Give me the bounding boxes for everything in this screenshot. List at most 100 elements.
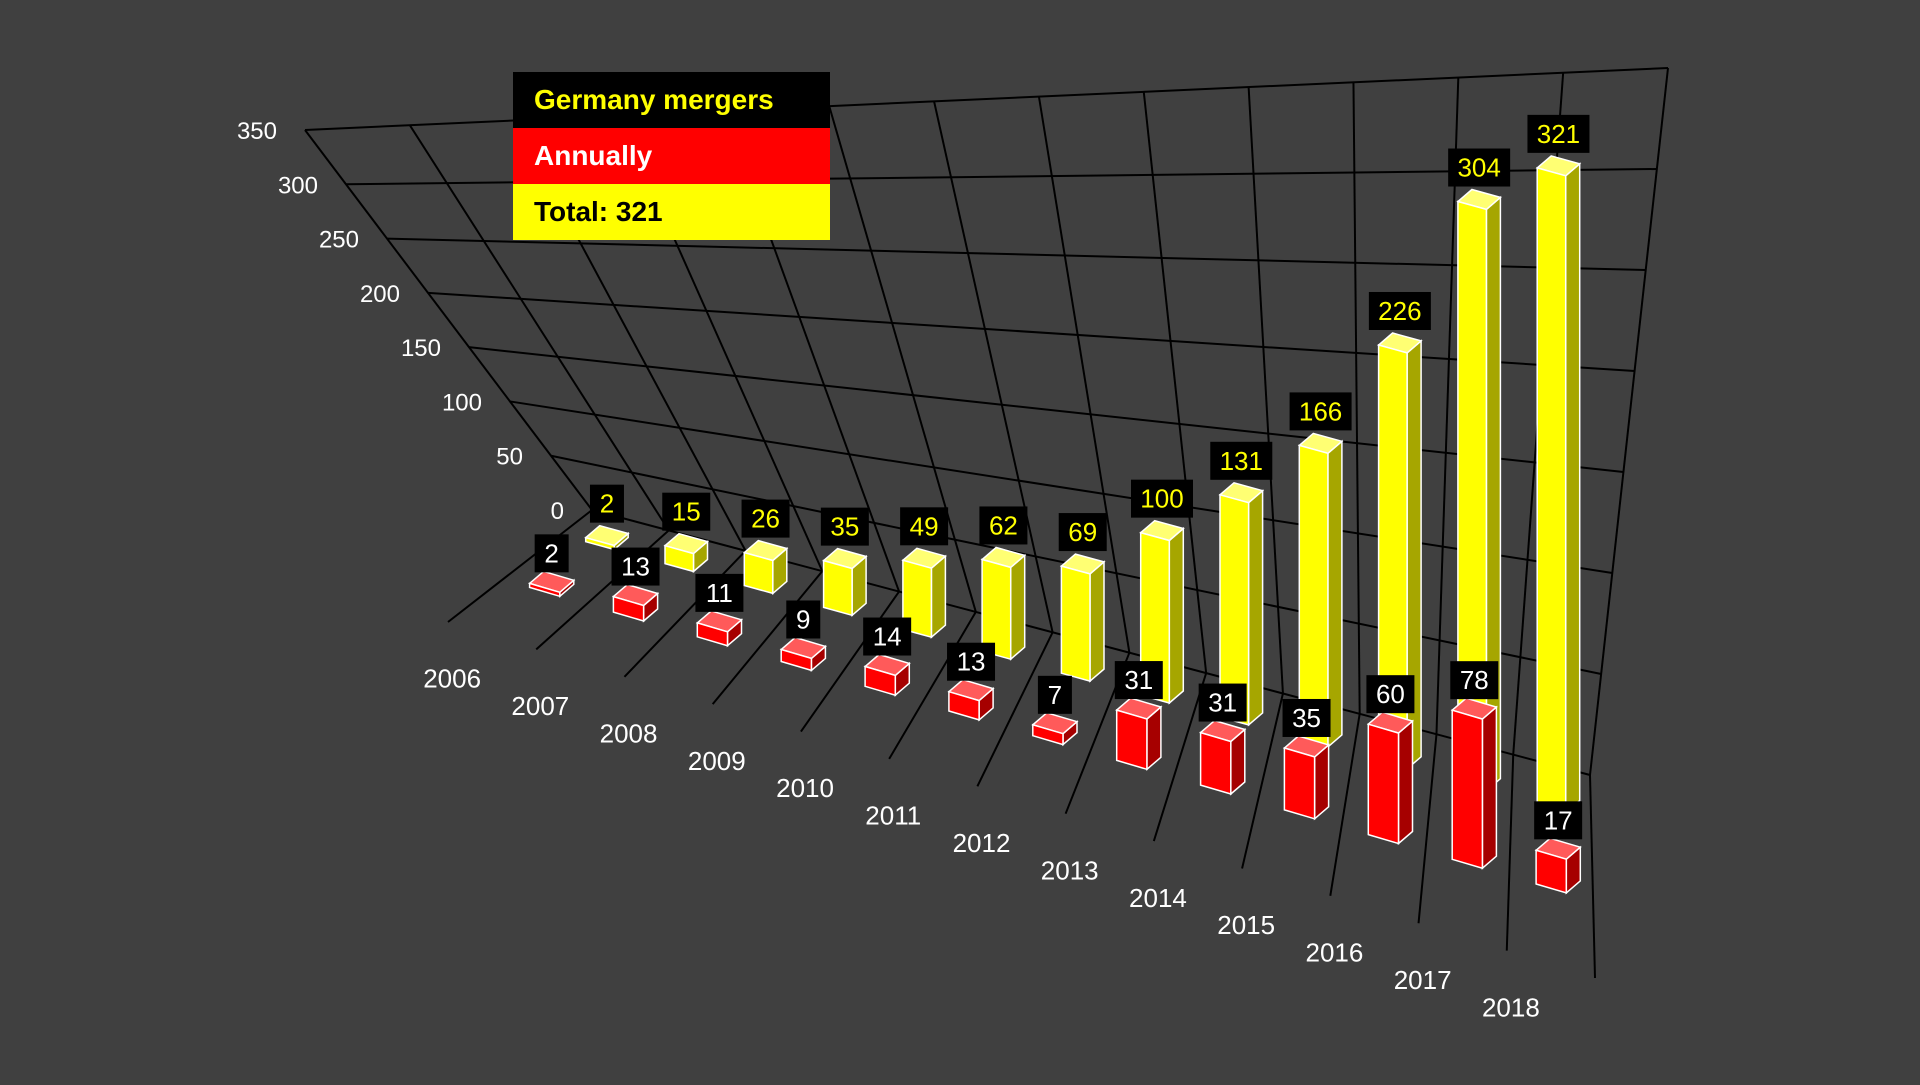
legend-total: Total: 321 — [513, 184, 830, 240]
x-tick-label: 2010 — [776, 773, 834, 803]
annual-bar-label: 11 — [695, 573, 744, 612]
svg-text:13: 13 — [957, 647, 986, 677]
floor-line — [1241, 693, 1284, 869]
svg-text:49: 49 — [910, 511, 939, 541]
svg-text:166: 166 — [1299, 396, 1342, 426]
svg-text:60: 60 — [1376, 679, 1405, 709]
data-labels: 2 15 26 35 49 62 69 100 131 166 226 304 321 2 13 11 9 14 1… — [534, 114, 1590, 840]
y-tick-label: 0 — [551, 498, 564, 525]
total-bar — [1297, 432, 1344, 749]
x-axis-ticks: 2006 2007 2008 2009 2010 2011 2012 2013 2014 2015… — [423, 664, 1540, 1023]
svg-text:14: 14 — [873, 622, 902, 652]
annual-bar — [528, 570, 576, 598]
total-bar-label: 226 — [1368, 291, 1431, 330]
x-tick-label: 2009 — [688, 746, 746, 776]
x-gridline — [1352, 82, 1361, 714]
svg-text:304: 304 — [1457, 153, 1500, 183]
total-bar-label: 35 — [820, 507, 869, 546]
svg-text:7: 7 — [1048, 680, 1062, 710]
total-bar-label: 2 — [589, 484, 624, 523]
y-gridline — [386, 237, 1646, 271]
annual-bar-label: 13 — [611, 547, 660, 586]
annual-bar — [1115, 697, 1163, 771]
annual-bar-label: 7 — [1037, 675, 1072, 714]
svg-text:35: 35 — [830, 512, 859, 542]
floor-line — [1589, 774, 1596, 979]
total-bar-label: 62 — [979, 506, 1028, 545]
annual-bar — [611, 583, 660, 623]
annual-bar — [1534, 837, 1582, 895]
svg-text:62: 62 — [989, 510, 1018, 540]
total-bar — [822, 547, 868, 617]
annual-bar — [1282, 735, 1331, 821]
y-tick-label: 300 — [278, 172, 318, 199]
annual-bar-label: 31 — [1198, 683, 1247, 722]
annual-bar-label: 78 — [1450, 661, 1499, 700]
total-bar — [663, 532, 710, 574]
x-tick-label: 2011 — [865, 801, 921, 831]
total-bar-label: 49 — [900, 507, 949, 546]
x-gridline — [1589, 67, 1669, 776]
svg-text:9: 9 — [796, 604, 810, 634]
total-bar — [1218, 481, 1265, 727]
floor-line — [1329, 713, 1361, 897]
total-bar-label: 69 — [1058, 513, 1107, 552]
x-gridline — [1037, 96, 1131, 653]
x-tick-label: 2007 — [511, 691, 569, 721]
total-bar-label: 131 — [1210, 441, 1273, 480]
floor-line — [623, 550, 747, 678]
y-tick-label: 200 — [360, 281, 400, 308]
annual-bar — [947, 678, 995, 722]
annual-bar-label: 35 — [1282, 698, 1331, 737]
total-bar-label: 15 — [662, 492, 711, 531]
annual-bar — [695, 610, 744, 648]
total-bar — [1059, 553, 1106, 683]
x-tick-label: 2008 — [600, 718, 658, 748]
svg-text:31: 31 — [1124, 665, 1153, 695]
x-gridline — [304, 129, 593, 511]
total-bar-label: 166 — [1289, 392, 1352, 431]
total-bar — [1535, 155, 1582, 815]
annual-bar — [1031, 711, 1079, 747]
annual-bar-label: 9 — [786, 600, 821, 639]
annual-bar — [1199, 719, 1247, 796]
y-gridline — [509, 400, 1613, 574]
x-tick-label: 2017 — [1394, 965, 1452, 995]
x-gridline — [1247, 87, 1284, 694]
total-bar-label: 26 — [741, 499, 790, 538]
annual-bar-label: 2 — [534, 534, 569, 573]
total-bar — [1456, 188, 1502, 793]
bars — [528, 155, 1582, 895]
x-gridline — [1435, 77, 1460, 735]
annual-bar — [779, 636, 827, 673]
x-gridline — [409, 124, 670, 531]
total-bar — [901, 547, 947, 639]
svg-text:226: 226 — [1378, 296, 1421, 326]
y-tick-label: 150 — [401, 335, 441, 362]
svg-text:321: 321 — [1537, 119, 1580, 149]
total-bar-label: 304 — [1448, 148, 1511, 187]
x-tick-label: 2016 — [1306, 938, 1364, 968]
grid-lines — [304, 67, 1669, 979]
svg-text:2: 2 — [600, 489, 614, 519]
total-bar — [742, 539, 789, 596]
legend-annual: Annually — [513, 128, 830, 184]
annual-bar — [1366, 711, 1415, 846]
floor-line — [1417, 734, 1438, 924]
total-bar — [980, 546, 1027, 661]
svg-text:31: 31 — [1208, 688, 1237, 718]
x-tick-label: 2015 — [1217, 910, 1275, 940]
y-tick-label: 100 — [442, 389, 482, 416]
x-gridline — [1142, 91, 1208, 674]
floor-line — [711, 570, 824, 705]
annual-bar — [863, 653, 911, 697]
floor-line — [447, 509, 593, 623]
y-tick-label: 250 — [319, 227, 359, 254]
x-tick-label: 2014 — [1129, 883, 1187, 913]
annual-bar-label: 13 — [947, 642, 996, 681]
annual-bar — [1450, 697, 1498, 870]
y-tick-label: 50 — [496, 444, 523, 471]
